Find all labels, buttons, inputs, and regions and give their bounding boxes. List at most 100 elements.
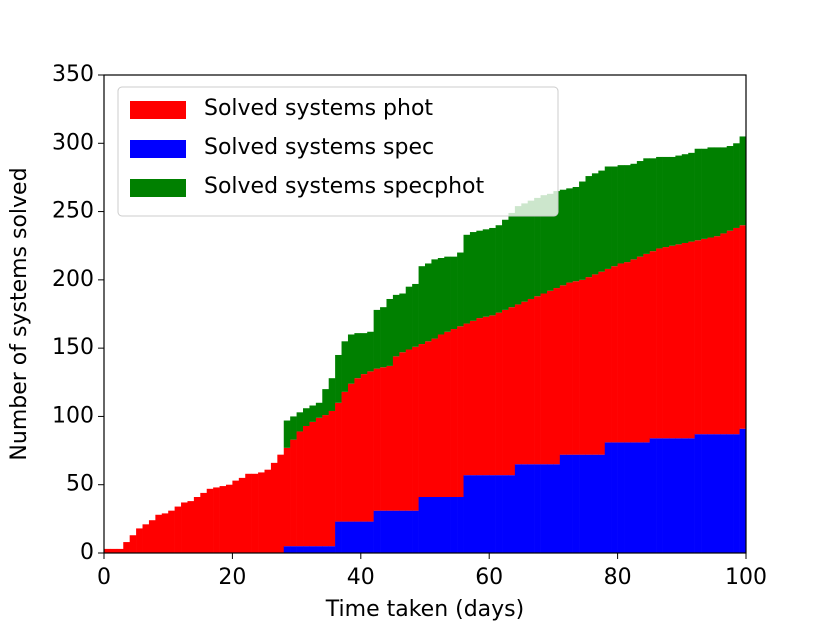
bar [315, 417, 323, 547]
bar [508, 212, 516, 308]
bar [502, 475, 509, 553]
bar [681, 438, 689, 553]
bar [457, 497, 464, 553]
bar [482, 475, 490, 553]
bar [367, 521, 374, 553]
bar [341, 521, 349, 553]
bar [380, 367, 387, 511]
bar [360, 374, 368, 522]
bar [476, 230, 484, 319]
bar [405, 286, 413, 350]
bar [335, 521, 342, 553]
y-tick-label: 0 [80, 540, 94, 565]
bar [437, 497, 445, 553]
bar [155, 514, 163, 553]
bar [713, 236, 721, 435]
bar [328, 546, 336, 553]
bar [546, 464, 554, 553]
bar [457, 252, 464, 327]
bar [668, 156, 676, 246]
bar [309, 546, 317, 553]
bar [514, 464, 522, 553]
bar [495, 225, 503, 313]
bar [668, 438, 676, 553]
bar [322, 389, 329, 416]
bar [328, 410, 336, 547]
bar [476, 475, 484, 553]
y-tick-label: 200 [52, 267, 94, 292]
bar [527, 200, 535, 299]
bar [431, 338, 439, 498]
bar [418, 497, 426, 553]
bar [476, 318, 484, 476]
bar [540, 195, 548, 294]
bar [232, 480, 240, 553]
bar [463, 234, 471, 324]
bar [399, 510, 407, 553]
bar [688, 438, 695, 553]
x-tick-label: 80 [604, 565, 632, 590]
bar [341, 341, 349, 392]
bar [489, 475, 496, 553]
bar [617, 263, 625, 443]
bar [546, 193, 554, 291]
x-tick-label: 60 [475, 565, 503, 590]
bar [200, 492, 208, 553]
bar [707, 434, 715, 553]
bar [437, 334, 445, 498]
bar [303, 425, 310, 547]
bar [161, 513, 169, 553]
bar [553, 288, 561, 465]
bar [688, 241, 695, 439]
bar [354, 521, 362, 553]
x-tick-label: 100 [725, 565, 767, 590]
legend-swatch [130, 179, 186, 197]
bar [559, 189, 567, 286]
bar [148, 520, 156, 553]
bar [624, 442, 631, 553]
bar [739, 428, 747, 553]
bar [469, 320, 477, 476]
bar [694, 148, 702, 241]
bar [104, 548, 111, 553]
bar [444, 331, 451, 498]
bar [136, 528, 143, 553]
bar [129, 535, 137, 553]
bar [604, 442, 612, 553]
bar [360, 333, 368, 375]
bar [258, 472, 265, 553]
bar [662, 156, 670, 248]
bar [469, 232, 477, 321]
bar [720, 147, 728, 234]
bar [566, 454, 573, 553]
bar [701, 238, 708, 435]
bar [399, 293, 407, 353]
bar [624, 165, 631, 263]
bar [604, 268, 612, 443]
bar [579, 454, 586, 553]
bar [489, 315, 496, 476]
bar [303, 546, 310, 553]
bar [110, 548, 118, 553]
bar [219, 486, 227, 553]
bar [425, 341, 432, 498]
bar [502, 219, 509, 310]
bar [726, 434, 734, 553]
bar [502, 309, 509, 476]
bar [720, 233, 728, 435]
bar [649, 251, 657, 439]
bar [636, 161, 644, 257]
bar [495, 475, 503, 553]
bar [142, 524, 150, 553]
bar [405, 510, 413, 553]
bar [611, 442, 618, 553]
bar [508, 307, 516, 476]
legend-label: Solved systems specphot [204, 174, 484, 199]
bar [392, 510, 400, 553]
bar [328, 378, 336, 411]
y-tick-label: 350 [52, 62, 94, 87]
bar [701, 434, 708, 553]
bar [585, 176, 593, 278]
bar [598, 271, 606, 455]
bar [694, 240, 702, 435]
